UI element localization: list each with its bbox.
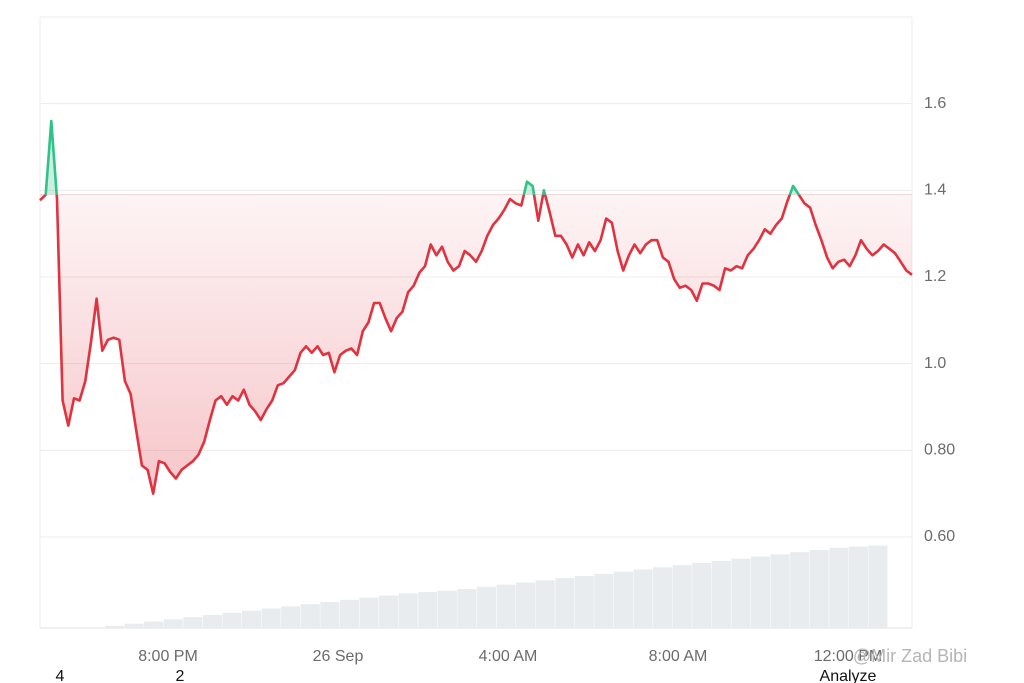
volume-bar	[457, 589, 477, 628]
volume-bar	[555, 578, 575, 628]
volume-bar	[476, 586, 496, 628]
volume-bar	[261, 608, 281, 628]
volume-bar	[574, 576, 594, 628]
watermark: @Mir Zad Bibi	[853, 646, 967, 666]
volume-bar	[809, 550, 829, 628]
volume-bar	[848, 546, 868, 628]
volume-bar	[339, 599, 359, 628]
volume-bar	[711, 560, 731, 628]
volume-bar	[653, 567, 673, 628]
x-tick-label: 4:00 AM	[479, 648, 538, 665]
volume-bar	[613, 571, 634, 628]
y-tick-label: 1.0	[924, 355, 946, 372]
y-tick-label: 0.80	[924, 442, 955, 459]
volume-bar	[144, 621, 164, 628]
volume-bar	[183, 617, 203, 628]
volume-bar	[672, 565, 692, 628]
y-tick-label: 1.6	[924, 95, 946, 112]
volume-bar	[790, 552, 810, 628]
volume-bar	[594, 573, 614, 628]
volume-bar	[242, 610, 262, 628]
volume-bar	[418, 592, 438, 628]
volume-bar	[379, 595, 399, 628]
volume-bar	[633, 569, 653, 628]
x-tick-label: 8:00 AM	[649, 648, 708, 665]
volume-bar	[222, 612, 242, 628]
volume-bar	[692, 563, 712, 628]
analyze-button[interactable]: Analyze	[820, 668, 877, 683]
y-tick-label: 1.2	[924, 268, 946, 285]
volume-bar	[202, 615, 222, 628]
volume-bar	[829, 547, 849, 628]
volume-bar	[359, 597, 379, 628]
y-tick-label: 1.4	[924, 182, 946, 199]
bottom-text: 2	[176, 668, 185, 683]
volume-bar	[731, 558, 751, 628]
volume-bar	[124, 623, 144, 628]
volume-bar	[398, 593, 418, 628]
volume-bar	[750, 556, 771, 628]
y-tick-label: 0.60	[924, 528, 955, 545]
x-tick-label: 8:00 PM	[138, 648, 198, 665]
volume-bar	[516, 582, 536, 628]
volume-bar	[105, 625, 125, 628]
x-tick-label: 26 Sep	[313, 648, 364, 665]
volume-bar	[320, 602, 340, 628]
volume-bar	[281, 606, 301, 628]
volume-bar	[300, 604, 320, 628]
volume-bar	[868, 545, 888, 628]
volume-bar	[496, 584, 516, 628]
volume-bar	[163, 619, 183, 628]
bottom-text: 4	[56, 668, 65, 683]
volume-bar	[535, 580, 555, 628]
area-below	[40, 194, 912, 494]
x-tick-label: 12:00 PM	[814, 648, 882, 665]
volume-bar	[437, 590, 457, 628]
price-line-below	[39, 194, 913, 495]
volume-bar	[770, 554, 790, 628]
